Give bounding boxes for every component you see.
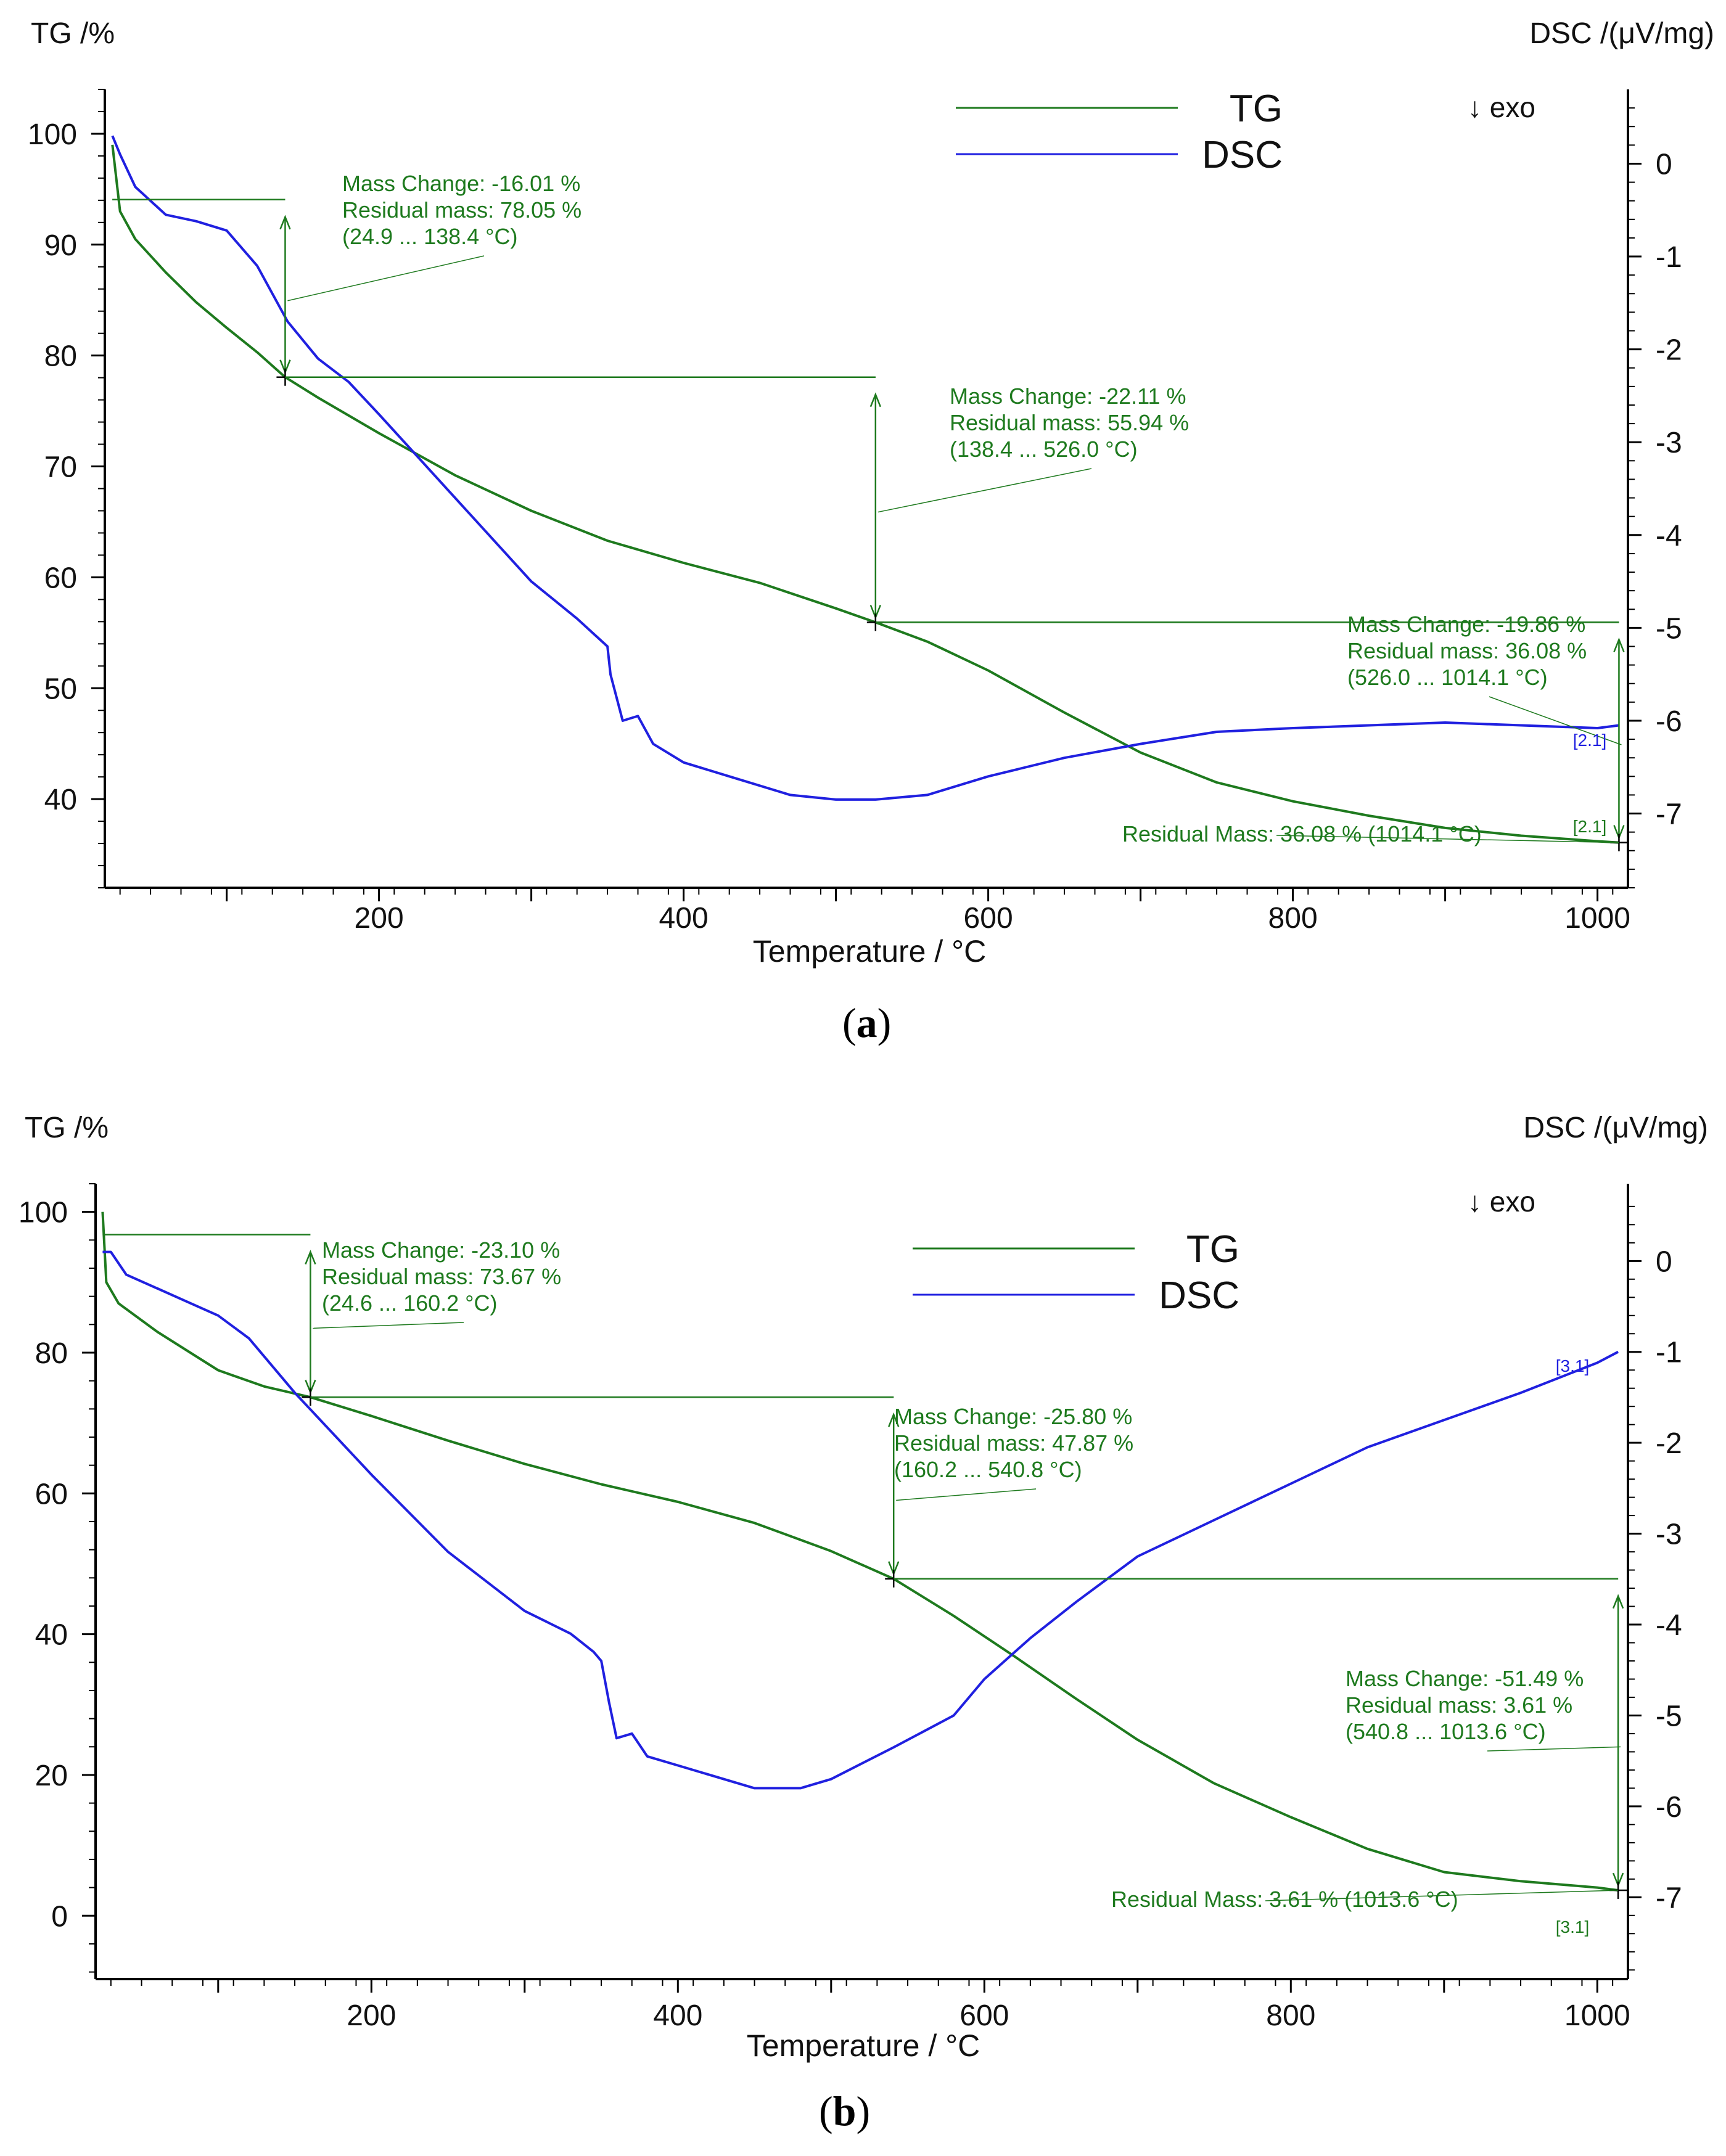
annotation-leader [877,468,1092,513]
x-axis-title: Temperature / °C [747,2028,980,2063]
left-tick-label: 100 [28,118,77,151]
arrow-head-up [869,392,881,408]
right-tick-label: -4 [1656,1609,1682,1642]
annotation-line: (526.0 ... 1014.1 °C) [1347,665,1548,690]
right-axis-title: DSC /(μV/mg) [1529,17,1714,50]
annotation-leader [1487,1746,1621,1752]
annotation-line: (138.4 ... 526.0 °C) [950,437,1138,462]
x-tick-label: 600 [964,902,1013,935]
x-tick-label: 200 [347,1999,396,2032]
left-tick-label: 60 [44,562,77,594]
dsc-curve [102,1250,1619,1790]
chart-panel-b: TG /% DSC /(μV/mg) Temperature / °C ↓ exo 20… [18,1112,1708,2063]
right-tick-label: -6 [1656,1791,1682,1824]
annotation-line: Mass Change: -51.49 % [1346,1666,1584,1691]
right-tick-label: -5 [1656,612,1682,645]
right-tick-label: -6 [1656,705,1682,738]
right-tick-label: -5 [1656,1700,1682,1732]
chart-panel-a: TG /% DSC /(μV/mg) Temperature / °C ↓ exo 20… [28,17,1714,969]
legend-label-tg: TG [1230,88,1283,130]
panel-label-b: (b) [819,2088,871,2134]
right-tick-label: -1 [1656,241,1682,274]
x-tick-label: 400 [659,902,709,935]
left-tick-label: 40 [44,784,77,816]
annotation-leader [287,255,485,301]
annotation-line: Residual mass: 78.05 % [342,197,581,223]
annotation-line: Residual mass: 47.87 % [894,1430,1133,1456]
annotation-line: Residual mass: 36.08 % [1347,638,1587,663]
tg-curve [101,1211,1619,1892]
left-axis-title: TG /% [31,17,115,50]
x-tick-label: 200 [355,902,404,935]
x-tick-label: 800 [1268,902,1318,935]
residual-mass-label: Residual Mass: 3.61 % (1013.6 °C) [1111,1887,1458,1912]
annotation-leader [313,1322,464,1329]
annotation-line: Residual mass: 3.61 % [1346,1692,1572,1718]
arrow-head-up [279,215,291,230]
annotation-line: Mass Change: -23.10 % [322,1237,560,1263]
right-axis-title: DSC /(μV/mg) [1523,1112,1708,1144]
arrow-head-up [305,1250,316,1265]
panel-label-a: (a) [842,999,892,1046]
annotation-line: (540.8 ... 1013.6 °C) [1346,1719,1546,1744]
left-tick-label: 50 [44,673,77,705]
dsc-end-marker-label: [2.1] [1573,731,1606,750]
left-tick-label: 80 [44,340,77,373]
right-tick-label: 0 [1656,148,1672,181]
exo-label: ↓ exo [1468,1186,1535,1218]
x-tick-label: 1000 [1564,902,1630,935]
right-tick-label: -3 [1656,427,1682,459]
x-tick-label: 400 [653,1999,702,2032]
left-tick-label: 70 [44,451,77,484]
right-tick-label: -4 [1656,520,1682,552]
annotation-line: (160.2 ... 540.8 °C) [894,1457,1082,1482]
tg-end-marker-label: [3.1] [1556,1917,1589,1937]
annotation-leader [1489,696,1622,745]
annotation-line: Residual mass: 55.94 % [950,410,1189,435]
arrow-head-up [1612,1594,1624,1609]
exo-label: ↓ exo [1468,91,1535,123]
tg-end-marker-label: [2.1] [1573,817,1606,836]
right-tick-label: -7 [1656,1882,1682,1914]
arrow-head-up [1613,637,1625,652]
left-tick-label: 60 [35,1478,68,1510]
tg-curve [111,144,1619,844]
left-tick-label: 20 [35,1760,68,1792]
annotation-line: Mass Change: -19.86 % [1347,612,1585,637]
annotation-leader [896,1488,1037,1501]
annotation-line: (24.9 ... 138.4 °C) [342,224,518,249]
legend-label-tg: TG [1186,1228,1239,1271]
legend-label-dsc: DSC [1202,134,1283,176]
annotation-line: Mass Change: -22.11 % [950,383,1186,409]
legend-label-dsc: DSC [1159,1274,1239,1317]
x-tick-label: 600 [960,1999,1009,2032]
left-axis-title: TG /% [25,1112,109,1144]
right-tick-label: -3 [1656,1519,1682,1551]
x-tick-label: 800 [1266,1999,1315,2032]
right-tick-label: -2 [1656,334,1682,367]
right-tick-label: -2 [1656,1427,1682,1460]
left-tick-label: 80 [35,1337,68,1370]
residual-leader [1276,835,1619,843]
annotation-line: Mass Change: -16.01 % [342,171,580,196]
residual-mass-label: Residual Mass: 36.08 % (1014.1 °C) [1122,821,1482,846]
x-tick-label: 1000 [1564,1999,1630,2032]
dsc-curve [111,135,1619,801]
annotation-line: (24.6 ... 160.2 °C) [322,1290,498,1316]
right-tick-label: -1 [1656,1337,1682,1369]
right-tick-label: -7 [1656,798,1682,831]
left-tick-label: 90 [44,229,77,262]
right-tick-label: 0 [1656,1245,1672,1278]
arrow-head-up [888,1412,900,1427]
annotation-line: Residual mass: 73.67 % [322,1264,561,1289]
left-tick-label: 40 [35,1619,68,1652]
residual-leader [1265,1890,1619,1901]
x-axis-title: Temperature / °C [753,934,986,969]
left-tick-label: 100 [18,1197,68,1229]
annotation-line: Mass Change: -25.80 % [894,1404,1132,1429]
left-tick-label: 0 [51,1900,68,1933]
dsc-end-marker-label: [3.1] [1556,1356,1589,1375]
